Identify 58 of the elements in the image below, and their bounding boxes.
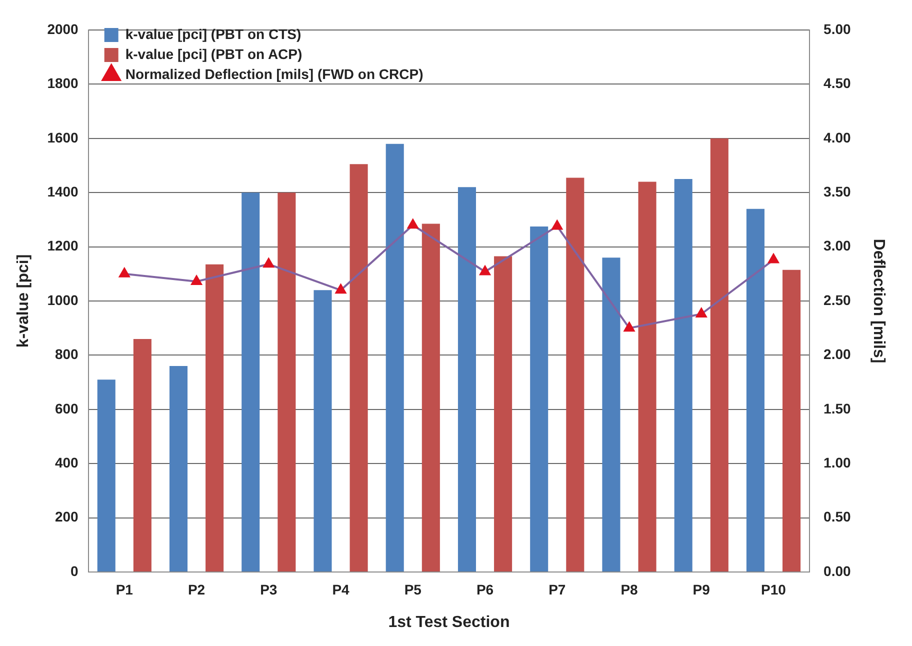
y2-axis-title: Deflection [mils] xyxy=(870,238,887,364)
bar xyxy=(386,144,404,572)
x-tick-label: P4 xyxy=(332,581,350,598)
bar xyxy=(782,270,801,572)
bar xyxy=(494,256,512,572)
bar xyxy=(278,192,296,572)
x-tick-label: P10 xyxy=(761,581,786,598)
y-axis-title: k-value [pci] xyxy=(15,254,32,348)
legend-label: k-value [pci] (PBT on ACP) xyxy=(125,46,302,62)
y2-tick-label: 3.50 xyxy=(824,183,852,200)
bar xyxy=(746,208,764,572)
y-tick-label: 1400 xyxy=(47,183,79,200)
y-tick-label: 1000 xyxy=(47,292,79,308)
legend-label: Normalized Deflection [mils] (FWD on CRCP) xyxy=(125,66,424,82)
x-tick-label: P5 xyxy=(404,581,422,598)
x-tick-label: P7 xyxy=(548,581,566,598)
bar xyxy=(169,366,188,572)
x-tick-label: P2 xyxy=(188,581,206,598)
bar xyxy=(97,380,116,572)
bar xyxy=(242,192,260,572)
bar xyxy=(638,182,656,572)
x-tick-label: P9 xyxy=(692,581,710,598)
bar xyxy=(206,264,224,572)
x-axis-title: 1st Test Section xyxy=(388,614,510,631)
y2-tick-label: 0.50 xyxy=(824,508,852,525)
y-tick-label: 2000 xyxy=(47,20,79,37)
y-tick-label: 1800 xyxy=(47,75,79,92)
y-tick-label: 1200 xyxy=(47,238,79,254)
y2-tick-label: 2.00 xyxy=(824,346,852,362)
x-tick-label: P1 xyxy=(116,581,134,598)
bar xyxy=(710,138,728,572)
bar xyxy=(350,164,368,572)
y-tick-label: 600 xyxy=(54,400,79,416)
y-tick-label: 400 xyxy=(54,454,79,470)
y2-tick-label: 2.50 xyxy=(824,292,852,308)
bar xyxy=(422,224,440,572)
y2-tick-label: 1.50 xyxy=(824,400,852,416)
x-tick-label: P8 xyxy=(620,581,638,598)
y-tick-label: 0 xyxy=(70,562,79,579)
y-tick-label: 800 xyxy=(54,346,79,362)
y-tick-label: 200 xyxy=(54,508,79,525)
bar xyxy=(566,178,584,572)
bar xyxy=(674,179,692,572)
y2-tick-label: 4.50 xyxy=(824,75,852,92)
bar xyxy=(458,187,476,572)
x-tick-label: P3 xyxy=(260,581,278,598)
bar xyxy=(133,338,152,572)
y2-tick-label: 5.00 xyxy=(824,20,852,37)
bar xyxy=(530,226,548,572)
bar xyxy=(602,258,620,572)
x-tick-label: P6 xyxy=(476,581,494,598)
y2-tick-label: 1.00 xyxy=(824,454,852,470)
y2-tick-label: 4.00 xyxy=(824,129,852,146)
legend-label: k-value [pci] (PBT on CTS) xyxy=(125,26,302,42)
y2-tick-label: 3.00 xyxy=(824,238,852,254)
bar xyxy=(314,290,332,572)
y-tick-label: 1600 xyxy=(47,129,79,146)
y2-tick-label: 0.00 xyxy=(824,562,852,579)
